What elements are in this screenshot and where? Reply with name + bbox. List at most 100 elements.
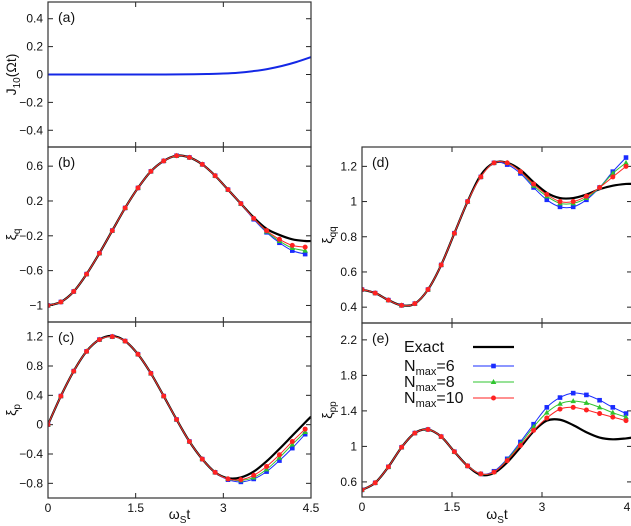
data-point-n10 <box>71 289 77 295</box>
y-axis-label: J10(Ωt) <box>3 54 23 96</box>
y-tick-label: 0.4 <box>26 388 43 402</box>
legend-marker-n10 <box>491 395 496 401</box>
data-point-n10 <box>557 199 563 205</box>
data-point-n10 <box>412 430 418 436</box>
data-point-n10 <box>48 302 51 308</box>
data-point-n10 <box>517 169 523 175</box>
data-point-n10 <box>264 228 270 234</box>
panel-a: 0.4 0.2 0 −0.2 −0.4 (a) J10(Ωt) <box>3 1 312 148</box>
series-line-j10 <box>48 56 311 76</box>
y-axis-label-sub: 10 <box>12 77 23 89</box>
data-point-n6 <box>302 251 308 257</box>
data-point-n6 <box>610 405 616 410</box>
data-point-n10 <box>610 174 616 180</box>
data-point-n10 <box>504 160 510 166</box>
series-line-exact <box>362 418 631 491</box>
y-axis-label-sub: pp <box>328 401 339 413</box>
data-point-n8 <box>530 423 537 429</box>
data-point-n10 <box>251 215 257 221</box>
plot-area-b <box>48 152 311 308</box>
series-line-exact <box>48 334 311 480</box>
y-tick-label: −0.2 <box>19 229 43 243</box>
panel-frame-e <box>361 322 631 498</box>
x-tick-label: 1.5 <box>127 501 144 515</box>
legend-label: Exact <box>404 339 445 356</box>
data-point-n10 <box>531 427 537 433</box>
x-axis-label-main: ω <box>486 506 497 522</box>
y-axis-label-text: ξq <box>3 229 23 241</box>
y-axis-label-main: ξ <box>319 412 335 418</box>
data-point-n10 <box>385 297 391 303</box>
y-tick-label: 2.2 <box>340 333 357 347</box>
y-axis-label-main: J <box>3 88 19 95</box>
legend-label: Nmax=10 <box>404 390 464 410</box>
x-axis-label-rest: t <box>186 506 190 522</box>
data-point-n10 <box>199 456 205 462</box>
y-tick-label: −0.4 <box>19 447 43 461</box>
data-point-n6 <box>623 411 629 416</box>
legend-item-exact: Exact <box>404 339 514 356</box>
data-point-n10 <box>412 301 418 307</box>
data-point-n8 <box>557 400 563 406</box>
series-line-n6 <box>362 157 627 307</box>
data-point-n10 <box>161 393 167 399</box>
y-axis-label-sub: qq <box>328 226 339 237</box>
y-tick-label: 1 <box>350 439 357 453</box>
x-axis-label-text: ωSt <box>169 506 191 526</box>
data-point-n10 <box>372 290 378 296</box>
data-point-n10 <box>276 236 282 242</box>
data-point-n8 <box>623 159 629 165</box>
data-point-n10 <box>225 476 231 482</box>
data-point-n10 <box>623 418 629 424</box>
data-point-n10 <box>264 463 270 469</box>
data-point-n10 <box>276 452 282 458</box>
legend-label: Nmax=8 <box>404 374 455 394</box>
x-axis-label-text: ωSt <box>486 506 508 526</box>
panel-b: 0.6 0.2 −0.2 −0.6 −1 (b) ξq <box>3 146 312 323</box>
data-point-n10 <box>425 287 431 293</box>
data-point-n6 <box>570 390 576 396</box>
data-point-n10 <box>96 337 102 343</box>
data-point-n10 <box>174 417 180 423</box>
panel-label: (d) <box>372 154 389 170</box>
data-point-n10 <box>478 471 484 477</box>
y-tick-label: 1 <box>350 195 357 209</box>
data-point-n10 <box>96 250 102 256</box>
data-point-n10 <box>597 184 603 190</box>
data-point-n10 <box>212 173 218 179</box>
data-point-n10 <box>71 368 77 374</box>
x-axis-label: ωSt <box>486 506 508 526</box>
data-point-n10 <box>465 463 471 469</box>
y-axis-label-text: ξqq <box>319 226 339 243</box>
y-axis-label: ξqq <box>319 226 339 243</box>
y-tick-label: 0.8 <box>340 230 357 244</box>
legend-label-label_sub: max <box>416 366 437 378</box>
data-point-n10 <box>135 185 141 191</box>
y-axis-label-main: ξ <box>3 234 19 240</box>
data-point-n10 <box>385 464 391 470</box>
y-tick-label: 0.6 <box>26 159 43 173</box>
data-point-n10 <box>517 443 523 449</box>
x-tick-label: 4.5 <box>303 501 320 515</box>
data-point-n6 <box>597 397 602 403</box>
data-point-n10 <box>135 351 141 357</box>
data-point-n8 <box>623 414 629 420</box>
data-point-n6 <box>557 395 563 400</box>
data-point-n10 <box>186 154 192 160</box>
x-axis-label-sub: S <box>497 515 504 526</box>
data-point-n10 <box>238 477 244 483</box>
y-tick-label: −0.2 <box>19 95 43 109</box>
data-point-n10 <box>597 411 603 417</box>
legend-marker-n6 <box>491 363 496 369</box>
panel-e: 2.21.81.410.601.534.5(e)ξppωStExactNmax=… <box>319 322 631 526</box>
data-point-n10 <box>399 302 405 308</box>
data-point-n10 <box>610 414 616 420</box>
data-point-n10 <box>557 406 563 412</box>
legend-label-label_rest: =10 <box>436 390 463 407</box>
data-point-n10 <box>289 439 295 445</box>
data-point-n10 <box>531 181 537 187</box>
plot-area-e <box>362 390 631 493</box>
x-axis-label-main: ω <box>169 506 180 522</box>
data-point-n10 <box>302 244 308 250</box>
